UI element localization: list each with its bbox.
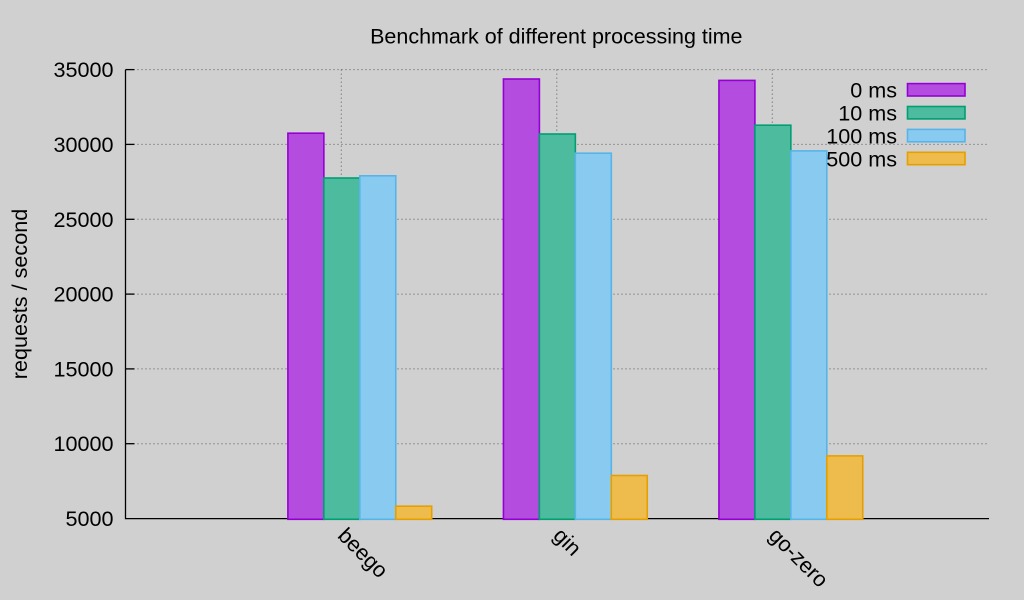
svg-text:25000: 25000 <box>53 207 113 232</box>
svg-text:requests / second: requests / second <box>7 209 32 379</box>
svg-text:10 ms: 10 ms <box>838 101 897 126</box>
svg-text:Benchmark of different process: Benchmark of different processing time <box>370 24 742 48</box>
svg-text:35000: 35000 <box>53 57 113 82</box>
svg-text:15000: 15000 <box>53 356 113 381</box>
svg-text:5000: 5000 <box>65 506 113 531</box>
svg-text:500 ms: 500 ms <box>826 146 897 171</box>
svg-text:10000: 10000 <box>53 431 113 456</box>
svg-text:30000: 30000 <box>53 132 113 157</box>
svg-text:20000: 20000 <box>53 282 113 307</box>
svg-text:100 ms: 100 ms <box>826 123 897 148</box>
svg-text:0 ms: 0 ms <box>850 78 897 103</box>
